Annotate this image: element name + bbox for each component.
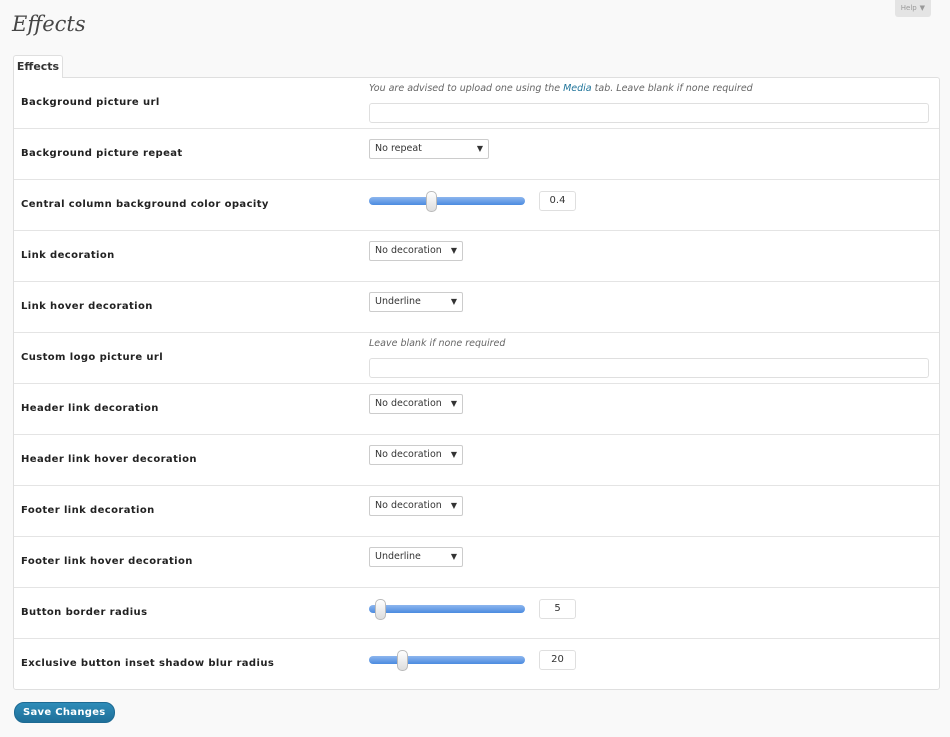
setting-control: No decoration ▼ [369, 231, 929, 281]
chevron-down-icon: ▼ [919, 4, 925, 12]
dropdown-arrow-icon: ▼ [450, 399, 457, 408]
footer-link-hover-decoration-select[interactable]: Underline ▼ [369, 547, 463, 567]
background-picture-url-input[interactable] [369, 103, 929, 123]
setting-row: Exclusive button inset shadow blur radiu… [14, 639, 939, 689]
setting-label: Link decoration [21, 250, 115, 261]
slider-handle[interactable] [374, 599, 386, 620]
link-decoration-select[interactable]: No decoration ▼ [369, 241, 463, 261]
exclusive-button-inset-shadow-blur-radius-value[interactable]: 20 [539, 650, 576, 670]
slider-handle[interactable] [426, 191, 438, 212]
setting-row: Link hover decoration Underline ▼ [14, 282, 939, 333]
dropdown-arrow-icon: ▼ [450, 297, 457, 306]
setting-control: You are advised to upload one using the … [369, 78, 929, 128]
setting-row: Custom logo picture url Leave blank if no… [14, 333, 939, 384]
note-text: Leave blank if none required [369, 338, 506, 349]
setting-label: Background picture url [21, 97, 160, 108]
setting-row: Header link decoration No decoration ▼ [14, 384, 939, 435]
setting-label: Button border radius [21, 607, 148, 618]
setting-row: Footer link hover decoration Underline ▼ [14, 537, 939, 588]
setting-control: No repeat ▼ [369, 129, 929, 179]
setting-control: 5 [369, 588, 929, 638]
setting-row: Footer link decoration No decoration ▼ [14, 486, 939, 537]
media-link[interactable]: Media [563, 83, 592, 94]
selected-value: Underline [375, 296, 421, 307]
button-border-radius-slider[interactable] [369, 599, 525, 620]
selected-value: No decoration [375, 398, 442, 409]
footer-link-decoration-select[interactable]: No decoration ▼ [369, 496, 463, 516]
setting-label: Footer link decoration [21, 505, 155, 516]
dropdown-arrow-icon: ▼ [450, 501, 457, 510]
setting-control: No decoration ▼ [369, 486, 929, 536]
selected-value: Underline [375, 551, 421, 562]
central-column-background-color-opacity-value[interactable]: 0.4 [539, 191, 576, 211]
setting-label: Footer link hover decoration [21, 556, 193, 567]
setting-row: Link decoration No decoration ▼ [14, 231, 939, 282]
save-changes-button[interactable]: Save Changes [14, 702, 115, 723]
setting-label: Exclusive button inset shadow blur radiu… [21, 658, 275, 669]
slider-handle[interactable] [396, 650, 408, 671]
setting-control: No decoration ▼ [369, 384, 929, 434]
setting-control: Leave blank if none required [369, 333, 929, 383]
setting-label: Link hover decoration [21, 301, 153, 312]
help-note: Leave blank if none required [369, 338, 505, 349]
setting-control: Underline ▼ [369, 282, 929, 332]
help-label: Help [900, 4, 917, 12]
setting-row: Central column background color opacity 0… [14, 180, 939, 231]
note-text: You are advised to upload one using the [369, 83, 564, 94]
custom-logo-picture-url-input[interactable] [369, 358, 929, 378]
background-picture-repeat-select[interactable]: No repeat ▼ [369, 139, 489, 159]
setting-row: Background picture repeat No repeat ▼ [14, 129, 939, 180]
selected-value: No decoration [375, 449, 442, 460]
setting-label: Custom logo picture url [21, 352, 164, 363]
setting-control: No decoration ▼ [369, 435, 929, 485]
setting-control: 20 [369, 639, 929, 689]
dropdown-arrow-icon: ▼ [476, 144, 483, 153]
note-text: tab. Leave blank if none required [591, 83, 753, 94]
button-border-radius-value[interactable]: 5 [539, 599, 576, 619]
dropdown-arrow-icon: ▼ [450, 552, 457, 561]
dropdown-arrow-icon: ▼ [450, 450, 457, 459]
setting-label: Central column background color opacity [21, 199, 269, 210]
setting-row: Background picture url You are advised to… [14, 78, 939, 129]
setting-label: Background picture repeat [21, 148, 183, 159]
help-button[interactable]: Help ▼ [894, 0, 931, 17]
exclusive-button-inset-shadow-blur-radius-slider[interactable] [369, 650, 525, 671]
setting-label: Header link hover decoration [21, 454, 197, 465]
selected-value: No decoration [375, 245, 442, 256]
setting-row: Header link hover decoration No decoratio… [14, 435, 939, 486]
dropdown-arrow-icon: ▼ [450, 246, 457, 255]
selected-value: No repeat [375, 143, 422, 154]
setting-label: Header link decoration [21, 403, 159, 414]
setting-control: Underline ▼ [369, 537, 929, 587]
tab-effects[interactable]: Effects [13, 55, 63, 78]
header-link-decoration-select[interactable]: No decoration ▼ [369, 394, 463, 414]
page-title: Effects [12, 12, 86, 36]
link-hover-decoration-select[interactable]: Underline ▼ [369, 292, 463, 312]
selected-value: No decoration [375, 500, 442, 511]
header-link-hover-decoration-select[interactable]: No decoration ▼ [369, 445, 463, 465]
setting-control: 0.4 [369, 180, 929, 230]
settings-panel: Background picture url You are advised to… [13, 77, 940, 690]
help-note: You are advised to upload one using the … [369, 83, 753, 94]
setting-row: Button border radius 5 [14, 588, 939, 639]
central-column-background-color-opacity-slider[interactable] [369, 191, 525, 212]
